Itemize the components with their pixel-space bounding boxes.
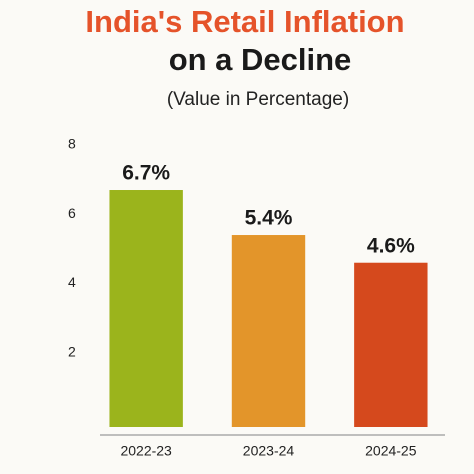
x-tick-label: 2024-25 [365, 443, 417, 459]
y-tick-label: 8 [68, 136, 76, 152]
y-tick-label: 4 [68, 274, 76, 290]
value-label: 4.6% [367, 234, 415, 257]
x-tick-label: 2023-24 [243, 443, 295, 459]
y-tick-label: 2 [68, 343, 76, 359]
value-label: 5.4% [245, 207, 293, 230]
bar [354, 262, 428, 427]
x-tick-label: 2022-23 [120, 443, 172, 459]
chart-title: India's Retail Inflation [85, 4, 404, 39]
bar [231, 235, 306, 427]
y-tick-label: 6 [68, 205, 76, 221]
chart-subtitle: (Value in Percentage) [167, 89, 349, 110]
chart-title-line2: on a Decline [169, 42, 352, 77]
bar [109, 190, 183, 427]
value-label: 6.7% [122, 162, 170, 185]
